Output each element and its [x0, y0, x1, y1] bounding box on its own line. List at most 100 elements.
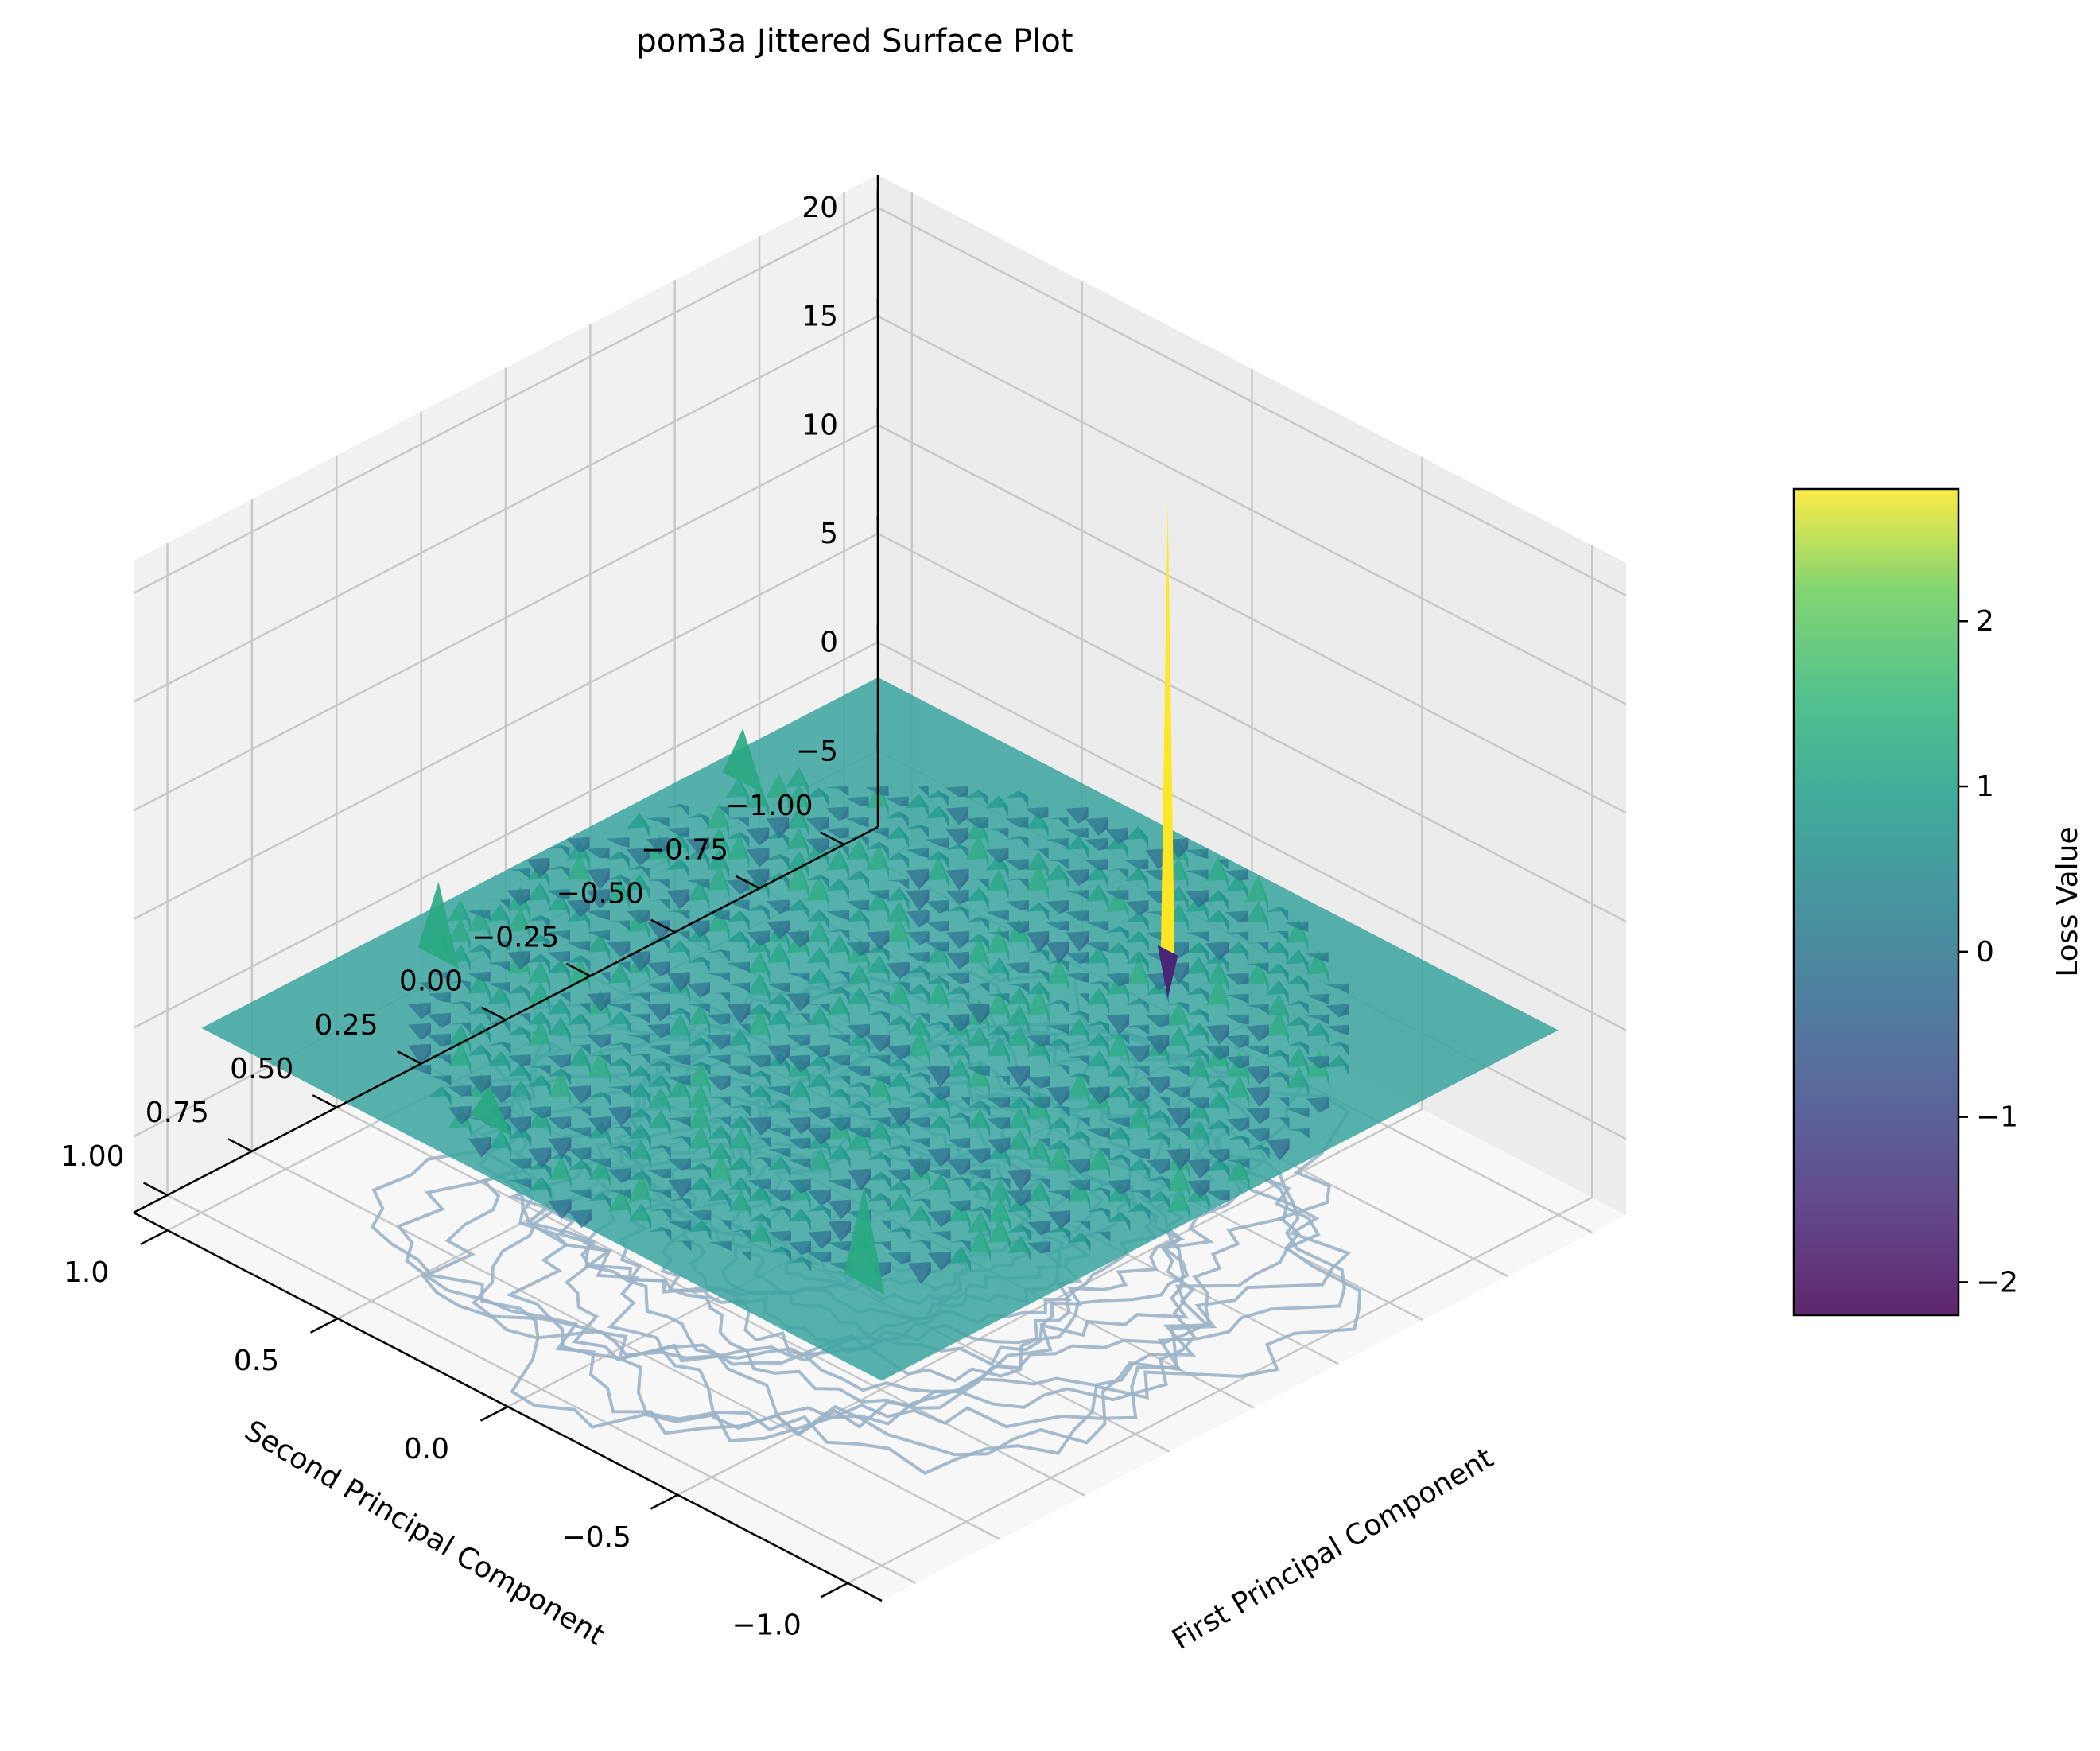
- surface-facet: [899, 879, 910, 890]
- surface-facet: [741, 1229, 751, 1241]
- surface-facet: [1025, 848, 1049, 850]
- surface-facet: [899, 1015, 910, 1035]
- surface-facet: [866, 945, 890, 953]
- surface-facet: [1098, 884, 1109, 911]
- surface-facet: [879, 844, 890, 879]
- surface-facet: [567, 1013, 591, 1025]
- surface-facet: [1146, 1076, 1170, 1094]
- surface-facet: [1067, 1232, 1091, 1244]
- surface-facet: [1007, 1107, 1031, 1129]
- surface-facet: [867, 1075, 891, 1081]
- surface-facet: [1185, 869, 1209, 875]
- surface-facet: [946, 1058, 970, 1077]
- surface-facet: [868, 1220, 891, 1222]
- surface-facet: [726, 776, 749, 798]
- surface-facet: [1126, 998, 1150, 1006]
- surface-facet: [807, 1189, 831, 1206]
- surface-facet: [541, 1106, 552, 1119]
- surface-facet: [1105, 828, 1128, 844]
- surface-facet: [581, 1209, 592, 1229]
- surface-facet: [1127, 1148, 1151, 1158]
- surface-facet: [1046, 1064, 1070, 1067]
- gridline-z: [133, 206, 879, 595]
- surface-facet: [1106, 1085, 1130, 1099]
- surface-facet: [666, 940, 690, 953]
- surface-facet: [706, 949, 730, 953]
- surface-facet: [1226, 1117, 1250, 1132]
- surface-facet: [627, 1034, 650, 1039]
- surface-facet: [747, 952, 771, 974]
- surface-facet: [759, 848, 770, 868]
- surface-facet: [1238, 931, 1249, 942]
- surface-facet: [607, 1125, 631, 1129]
- surface-facet: [621, 1168, 631, 1183]
- surface-facet: [627, 1124, 651, 1140]
- surface-facet: [1040, 1221, 1051, 1236]
- surface-facet: [1278, 930, 1289, 942]
- surface-facet: [899, 825, 909, 848]
- x-tick-label: 0.5: [234, 1345, 279, 1377]
- surface-facet: [767, 920, 790, 940]
- surface-facet: [999, 988, 1010, 1024]
- surface-facet: [867, 1011, 890, 1015]
- surface-facet: [819, 969, 830, 993]
- surface-facet: [786, 899, 809, 912]
- surface-facet: [1127, 1202, 1151, 1213]
- surface-facet: [1146, 1014, 1170, 1028]
- surface-facet: [958, 868, 969, 891]
- surface-facet: [739, 899, 750, 910]
- surface-facet: [840, 986, 850, 1004]
- surface-facet: [998, 827, 1009, 838]
- surface-facet: [448, 1041, 472, 1066]
- surface-facet: [1139, 1045, 1150, 1063]
- surface-facet: [580, 899, 590, 918]
- surface-facet: [880, 1220, 891, 1231]
- surface-facet: [540, 953, 551, 972]
- surface-facet: [927, 1115, 950, 1129]
- surface-facet: [967, 1147, 991, 1164]
- surface-facet: [1139, 1148, 1151, 1159]
- surface-facet: [600, 889, 610, 910]
- surface-facet: [686, 956, 710, 964]
- surface-facet: [965, 790, 989, 798]
- surface-facet: [1026, 903, 1050, 912]
- surface-facet: [1258, 901, 1269, 932]
- surface-facet: [421, 1002, 431, 1019]
- surface-facet: [708, 1142, 732, 1160]
- surface-facet: [647, 1109, 671, 1129]
- surface-facet: [487, 986, 511, 1004]
- surface-facet: [607, 941, 631, 957]
- surface-facet: [1067, 1179, 1090, 1190]
- surface-facet: [721, 1220, 732, 1231]
- surface-facet: [800, 1116, 811, 1135]
- surface-facet: [587, 992, 611, 1012]
- x-tick: [310, 1317, 339, 1334]
- surface-facet: [600, 992, 611, 1012]
- surface-facet: [906, 868, 930, 891]
- surface-facet: [986, 992, 1010, 996]
- surface-facet: [808, 1230, 832, 1249]
- surface-facet: [607, 878, 630, 901]
- surface-facet: [441, 1012, 451, 1028]
- surface-facet: [945, 806, 968, 825]
- surface-facet: [880, 1120, 891, 1148]
- surface-facet: [1066, 973, 1089, 981]
- surface-facet: [746, 904, 770, 912]
- surface-facet: [700, 1003, 711, 1014]
- surface-facet: [666, 858, 690, 871]
- surface-facet: [1026, 980, 1050, 995]
- surface-facet: [580, 1127, 592, 1138]
- surface-facet: [979, 936, 990, 973]
- surface-facet: [921, 1240, 931, 1252]
- surface-facet: [947, 1137, 971, 1148]
- surface-facet: [899, 1044, 910, 1061]
- surface-facet: [840, 1075, 851, 1086]
- surface-facet: [906, 848, 930, 856]
- surface-facet: [1279, 980, 1289, 1004]
- surface-facet: [840, 1112, 851, 1148]
- surface-facet: [787, 1079, 811, 1098]
- surface-facet: [739, 1003, 751, 1025]
- surface-facet: [527, 1074, 551, 1087]
- surface-facet: [620, 1042, 631, 1055]
- surface-facet: [781, 1189, 791, 1202]
